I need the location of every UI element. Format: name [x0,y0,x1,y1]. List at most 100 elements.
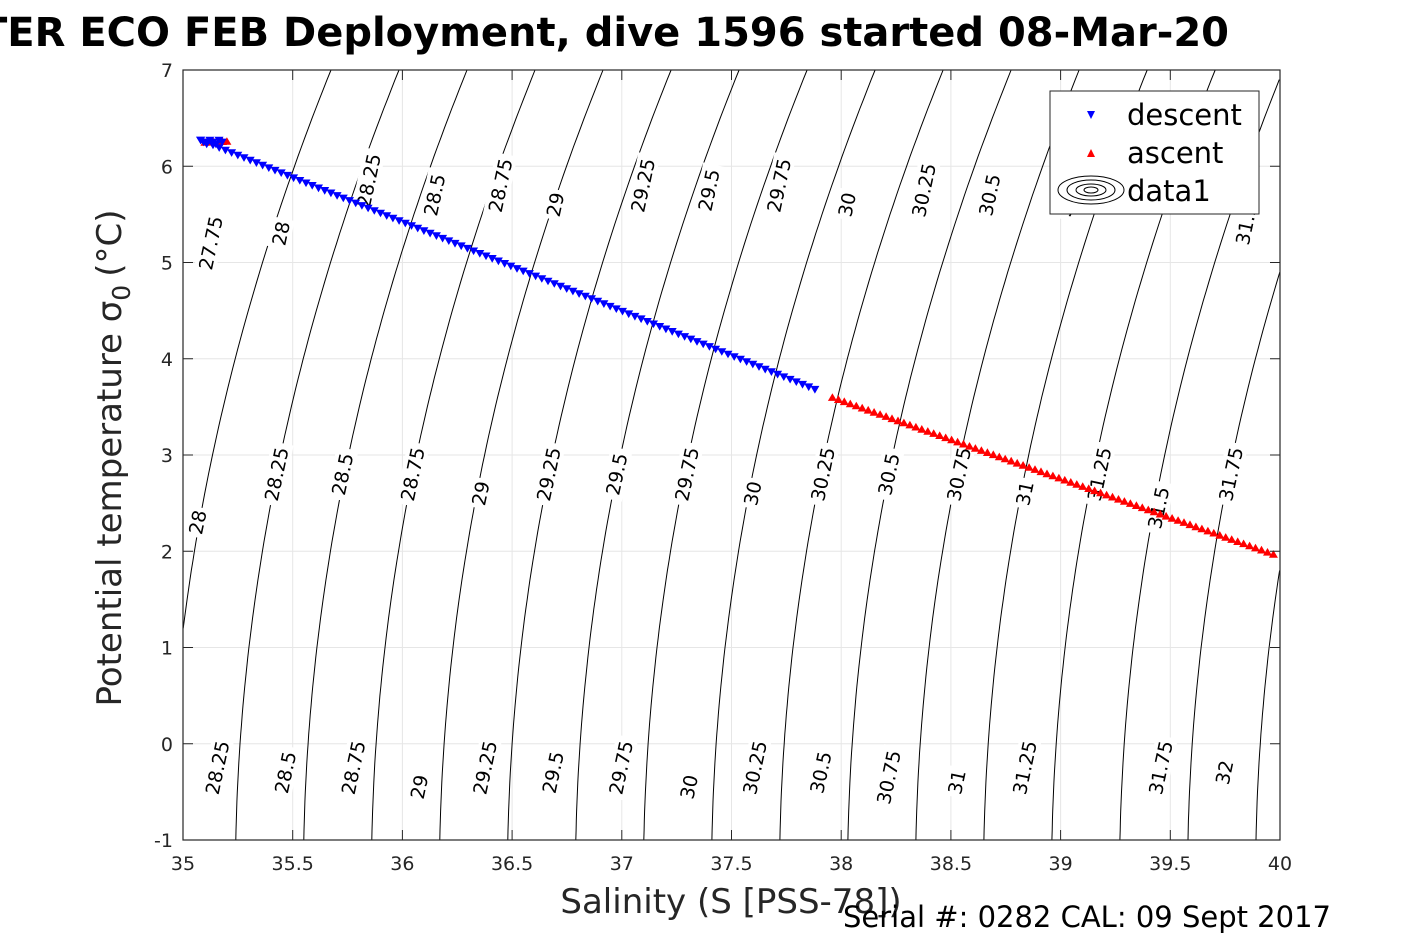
ascent-point [1066,478,1076,486]
descent-point [307,182,317,190]
descent-point [245,156,255,165]
descent-point [773,370,783,379]
contour-label-bg [351,147,386,214]
descent-point [326,189,336,198]
contour-label-text: 28 [268,219,295,247]
descent-point [400,219,410,228]
ascent-point [1185,520,1195,529]
descent-point [220,146,230,155]
descent-point [345,197,354,205]
contour-label-text: 32 [1212,758,1239,786]
contour-label-bg [183,505,212,540]
descent-point [630,312,640,321]
ascent-point [1233,537,1243,545]
ascent-point [1090,486,1100,495]
descent-point [556,282,565,291]
descent-point [760,365,770,374]
descent-point [481,252,491,261]
descent-point [314,184,323,193]
ascent-point [1245,541,1255,550]
contour-label-bg [266,216,295,251]
descent-point [766,368,776,376]
descent-point [723,350,733,359]
ascent-point [1179,518,1189,526]
contour-label-text: 29 [543,191,570,219]
descent-point [233,151,243,160]
contour-label-bg [603,734,639,801]
contour-label-bg [531,440,566,508]
contour-label: 31 [942,765,971,800]
descent-point [382,212,392,220]
contour-label-bg [692,162,725,218]
descent-point [295,177,305,185]
contour-label: 30 [738,476,767,511]
chart-title: TER ECO FEB Deployment, dive 1596 starte… [0,10,1229,56]
y-axis-label: Potential temperature σ0 (°C) [90,209,136,706]
ascent-point [839,397,849,406]
descent-point [431,232,441,240]
ascent-point [1006,456,1016,465]
svg-text:Potential temperature σ0(°C): Potential temperature σ0 (°C) [90,209,136,706]
ascent-point [994,452,1004,461]
descent-point [624,310,634,319]
x-tick-label: 35 [171,853,195,875]
descent-point [227,149,237,157]
ascent-point [845,399,855,408]
ascent-point [959,439,968,448]
ascent-point [1143,505,1153,514]
contour-label-text: 28 [185,508,212,536]
contour-label-bg [482,152,518,219]
descent-point [475,250,485,258]
ascent-point [1108,492,1117,501]
y-tick-label: -1 [154,830,173,852]
ascent-point [881,412,891,420]
descent-point [351,199,361,208]
ascent-point [1114,495,1123,503]
contour-label-bg [1142,479,1175,536]
descent-point [394,217,404,225]
ascent-point [887,414,897,423]
ascent-point [1268,550,1278,558]
contour-label: 29 [405,769,433,804]
descent-point [680,333,690,341]
descent-point [686,335,696,344]
descent-point [413,224,423,233]
descent-point [258,161,268,170]
x-tick-label: 37.5 [710,853,752,875]
ascent-point [947,435,957,444]
ascent-point [1197,524,1207,533]
contour-label-bg [761,152,797,219]
descent-point [270,166,280,175]
contour-label: 30.5 [872,446,905,502]
ascent-point [1149,507,1159,516]
contour-label: 32 [1210,755,1239,790]
ascent-point [1102,490,1112,499]
descent-point [661,325,671,334]
descent-point [357,202,367,210]
descent-point [531,272,541,281]
descent-point [599,300,609,308]
descent-point [748,360,758,369]
ascent-point [1239,539,1249,548]
y-tick-label: 4 [161,349,173,371]
contour-label-bg [467,734,503,801]
ascent-point [1012,458,1022,467]
descent-point [500,260,510,268]
contour-label-bg [536,744,569,801]
x-tick-label: 38.5 [930,853,972,875]
x-tick-label: 40 [1268,853,1292,875]
contour-label-bg [737,734,772,801]
contour-label: 31 [1010,476,1039,511]
contour-label: 30 [674,769,703,804]
contour-line [1255,570,1281,841]
ascent-point [1173,516,1183,524]
x-tick-label: 37 [610,853,634,875]
ascent-point [911,422,921,431]
ascent-point [1018,461,1028,469]
descent-point [419,227,429,235]
descent-point [450,239,460,248]
contour-label: 28 [266,216,295,251]
ascent-point [1227,535,1237,543]
descent-point [506,262,516,271]
descent-point [456,242,466,251]
